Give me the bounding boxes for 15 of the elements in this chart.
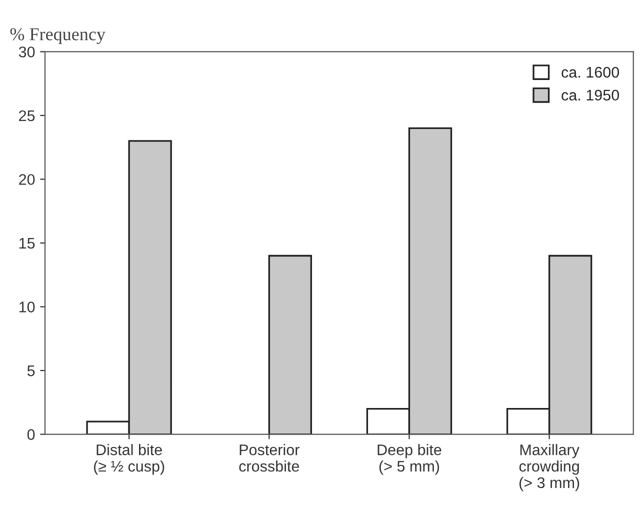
bar <box>268 254 312 434</box>
y-tick-label: 15 <box>19 238 35 249</box>
legend-label: ca. 1950 <box>562 90 620 101</box>
x-tick-label: Maxillary crowding (> 3 mm) <box>519 444 580 492</box>
x-tick-label: Deep bite (> 5 mm) <box>378 444 442 475</box>
x-tick-label: Distal bite (≥ ½ cusp) <box>94 444 164 475</box>
y-axis-title: % Frequency <box>10 28 106 44</box>
y-tick-label: 30 <box>18 46 35 58</box>
y-tick-label: 20 <box>19 174 35 185</box>
y-tick-label: 5 <box>27 366 35 376</box>
y-tick-label: 0 <box>27 429 35 440</box>
legend-label: ca. 1600 <box>562 66 620 78</box>
y-tick-label: 10 <box>19 302 35 312</box>
x-tick-label: Posterior crossbite <box>239 444 300 472</box>
y-tick-label: 25 <box>19 110 35 122</box>
